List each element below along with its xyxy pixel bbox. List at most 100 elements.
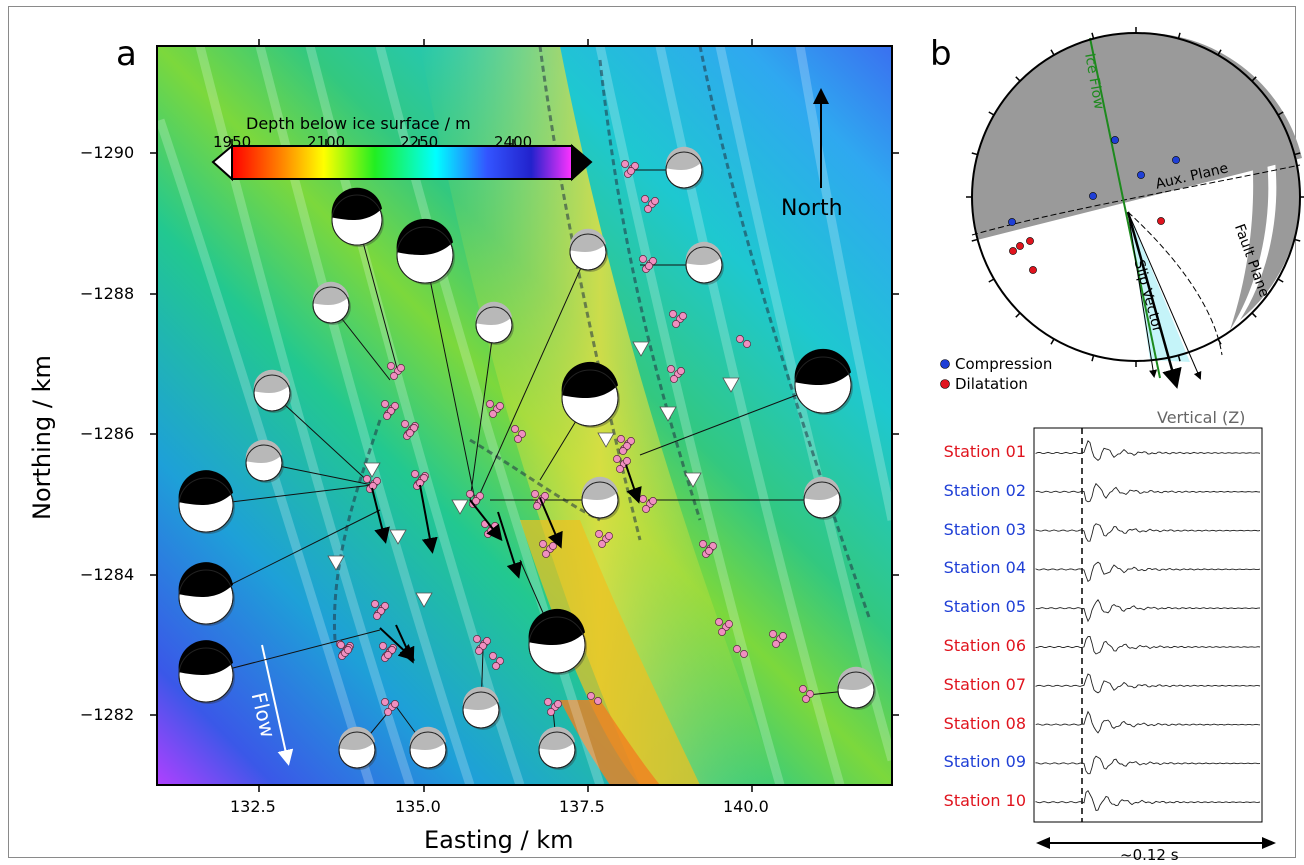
event-marker: [390, 372, 398, 380]
event-marker: [617, 435, 625, 443]
focal-mechanism-beachball: [837, 666, 876, 710]
y-axis-title: Northing / km: [28, 355, 56, 520]
event-marker: [587, 692, 595, 700]
event-marker: [672, 320, 680, 328]
event-marker: [644, 205, 652, 213]
station-marker: [684, 472, 702, 488]
event-marker: [645, 262, 653, 270]
focal-mechanism-beachball: [665, 146, 704, 190]
focal-mechanism-beachball: [331, 187, 384, 247]
colorbar-tick: 1950: [213, 133, 252, 151]
event-marker: [472, 497, 480, 505]
station-marker: [389, 529, 407, 545]
event-marker: [616, 465, 624, 473]
event-marker: [779, 632, 787, 640]
focal-mechanism-beachball: [581, 476, 620, 520]
event-marker: [363, 475, 371, 483]
event-marker: [621, 160, 629, 168]
event-marker: [486, 400, 494, 408]
event-marker: [492, 662, 500, 670]
panel-a-label: a: [116, 34, 137, 74]
station-label: Station 05: [943, 597, 1026, 617]
focal-mechanism-beachball: [528, 608, 587, 675]
legend-dilatation-marker: [940, 379, 950, 389]
event-marker: [679, 312, 687, 320]
x-tick-label: 140.0: [723, 797, 769, 816]
event-marker: [613, 455, 621, 463]
event-marker: [595, 530, 603, 538]
event-marker: [373, 612, 381, 620]
event-marker: [549, 542, 557, 550]
event-marker: [475, 647, 483, 655]
map-ticks: [150, 39, 899, 792]
station-marker: [722, 377, 740, 393]
event-marker: [725, 620, 733, 628]
time-arrow-left-head: [1036, 837, 1050, 849]
focal-mechanism-beachball: [178, 562, 235, 626]
event-marker: [496, 402, 504, 410]
station-marker: [363, 462, 381, 478]
focal-mechanism-beachball: [338, 726, 377, 770]
event-marker: [733, 645, 741, 653]
event-marker: [554, 700, 562, 708]
station-marker: [327, 555, 345, 571]
event-marker: [736, 335, 744, 343]
event-marker: [542, 550, 550, 558]
station-marker: [415, 592, 433, 608]
waveform-trace: [1035, 482, 1261, 503]
focal-mechanism-beachball: [685, 241, 724, 285]
y-tick-label: −1284: [80, 565, 135, 584]
slip-arrow: [539, 497, 563, 549]
event-marker: [337, 641, 345, 649]
event-marker: [489, 652, 497, 660]
y-tick-label: −1282: [80, 705, 135, 724]
event-marker: [384, 651, 392, 659]
slip-arrow: [419, 484, 438, 554]
focal-mechanism-beachball: [561, 361, 620, 428]
x-axis-title: Easting / km: [424, 826, 574, 854]
event-marker: [627, 167, 635, 175]
event-marker: [623, 457, 631, 465]
event-marker: [605, 532, 613, 540]
seismic-stations: [327, 341, 740, 608]
time-scale-label: ~0.12 s: [1120, 846, 1179, 864]
station-marker: [659, 406, 677, 422]
waveform-trace: [1035, 636, 1261, 655]
waveform-trace: [1035, 599, 1261, 623]
event-marker: [397, 364, 405, 372]
focal-mechanism-beachball: [409, 726, 448, 770]
y-tick-label: −1290: [80, 143, 135, 162]
event-marker: [802, 695, 810, 703]
station-marker: [632, 341, 650, 357]
event-marker: [799, 685, 807, 693]
colorbar: [211, 139, 593, 182]
focal-mechanism-beachball: [475, 301, 514, 345]
beachballs: [178, 146, 876, 770]
slip-arrow: [395, 624, 415, 664]
colorbar-tick: 2250: [400, 133, 439, 151]
event-marker: [511, 425, 519, 433]
event-marker: [371, 600, 379, 608]
focal-mechanism-beachball: [178, 640, 235, 704]
event-marker: [669, 310, 677, 318]
colorbar-tick: 2100: [307, 133, 346, 151]
panel-b-label: b: [930, 34, 952, 74]
waveform-trace: [1035, 561, 1261, 583]
event-marker: [740, 650, 748, 658]
event-marker: [489, 410, 497, 418]
waveform-trace: [1035, 440, 1261, 461]
focal-mechanism-beachball: [245, 439, 284, 483]
event-marker: [381, 698, 389, 706]
legend-dilatation-label: Dilatation: [955, 375, 1028, 393]
waveform-trace: [1035, 789, 1261, 812]
focal-mechanism-beachball: [538, 726, 577, 770]
event-marker: [533, 502, 541, 510]
station-label: Station 10: [943, 791, 1026, 811]
event-marker: [642, 505, 650, 513]
flow-arrow: [261, 644, 294, 766]
event-marker: [718, 628, 726, 636]
x-tick-label: 137.5: [559, 797, 605, 816]
event-marker: [514, 435, 522, 443]
event-marker: [344, 646, 352, 654]
event-marker: [384, 708, 392, 716]
